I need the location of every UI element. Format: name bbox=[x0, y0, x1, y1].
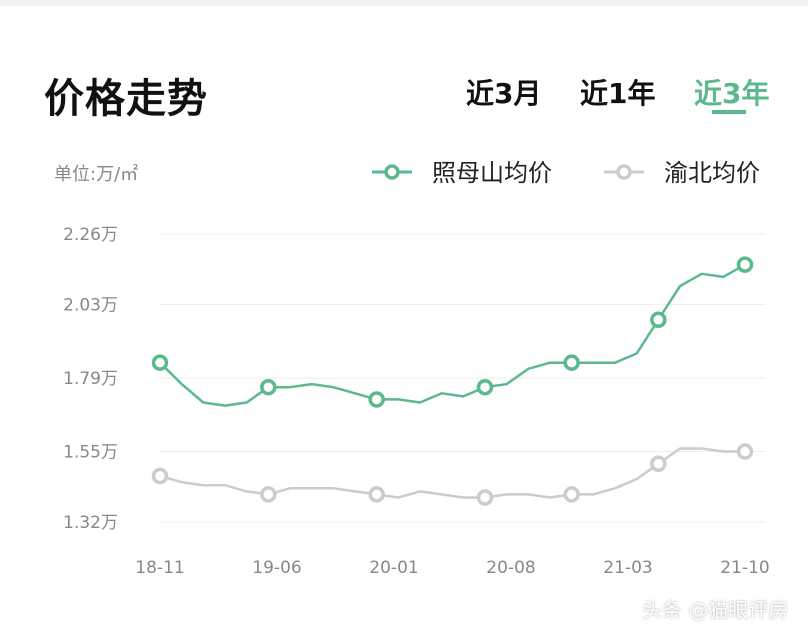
series-point-zhaomushan bbox=[151, 354, 169, 371]
x-tick-label: 20-01 bbox=[369, 558, 418, 578]
series-point-yubei bbox=[476, 489, 494, 506]
series-point-yubei bbox=[650, 455, 667, 473]
x-tick-label: 21-10 bbox=[720, 558, 769, 578]
y-tick-label: 1.79万 bbox=[63, 369, 118, 389]
watermark: 头条 @猫眼评房 bbox=[642, 598, 789, 622]
series-line-yubei bbox=[159, 447, 745, 499]
series-point-yubei bbox=[151, 467, 169, 485]
unit-label: 单位:万/㎡ bbox=[54, 164, 139, 185]
series-point-yubei bbox=[368, 486, 385, 503]
series-line-zhaomushan bbox=[159, 263, 746, 407]
active-tab-indicator bbox=[712, 110, 746, 114]
y-tick-label: 2.26万 bbox=[63, 225, 118, 245]
tab-3-months[interactable]: 近3月 bbox=[466, 77, 542, 110]
x-tick-label: 19-06 bbox=[252, 558, 301, 578]
page-title: 价格走势 bbox=[44, 76, 208, 122]
series-point-yubei bbox=[260, 486, 277, 503]
tab-3-years[interactable]: 近3年 bbox=[694, 72, 770, 114]
legend-marker bbox=[616, 164, 632, 180]
tab-1-year[interactable]: 近1年 bbox=[580, 77, 656, 110]
x-tick-label: 20-08 bbox=[486, 558, 535, 578]
series-point-zhaomushan bbox=[650, 311, 667, 329]
series-point-zhaomushan bbox=[368, 391, 385, 408]
y-tick-label: 1.32万 bbox=[63, 513, 118, 533]
y-tick-label: 2.03万 bbox=[63, 295, 118, 315]
legend-marker bbox=[384, 164, 400, 180]
series-point-zhaomushan bbox=[260, 378, 277, 396]
series-point-zhaomushan bbox=[736, 256, 754, 273]
legend-item-zhaomushan: 照母山均价 bbox=[432, 159, 552, 187]
series-point-yubei bbox=[736, 443, 754, 460]
series-point-zhaomushan bbox=[563, 354, 580, 371]
x-tick-label: 21-03 bbox=[603, 558, 652, 578]
top-divider bbox=[0, 0, 808, 6]
series-point-zhaomushan bbox=[476, 378, 494, 396]
legend-item-yubei: 渝北均价 bbox=[664, 159, 760, 187]
time-range-tabs: 近3月 近1年 近3年 bbox=[0, 72, 808, 132]
series-point-yubei bbox=[563, 486, 580, 503]
tab-3-years-label: 近3年 bbox=[694, 77, 770, 110]
y-tick-label: 1.55万 bbox=[63, 443, 118, 463]
x-tick-label: 18-11 bbox=[135, 558, 184, 578]
